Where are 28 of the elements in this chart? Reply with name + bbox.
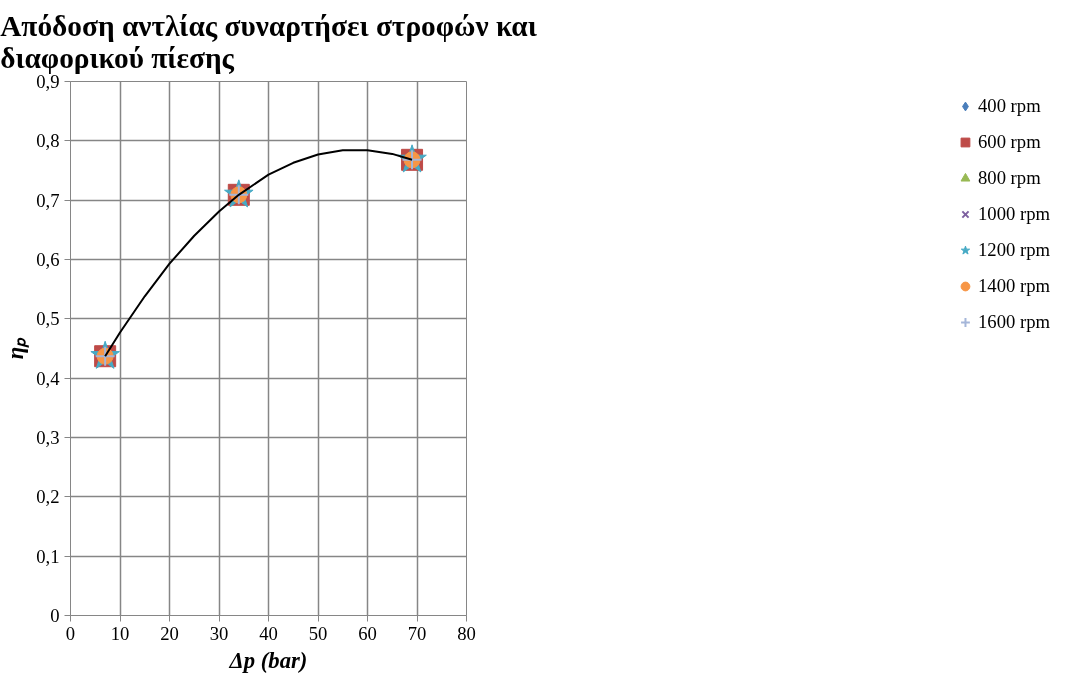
y-tick-label: 0,6 <box>36 249 60 270</box>
legend-label: 400 rpm <box>977 95 1041 117</box>
legend-label: 800 rpm <box>977 167 1041 189</box>
y-axis-title: ηₚ <box>3 336 30 360</box>
x-tick-label: 30 <box>209 622 229 644</box>
y-tick-label: 0 <box>50 605 60 626</box>
x-tick-label: 60 <box>358 622 377 644</box>
y-tick-label: 0,7 <box>36 189 60 211</box>
y-tick-label: 0,3 <box>36 427 60 448</box>
x-tick-label: 70 <box>407 622 427 644</box>
y-tick-label: 0,1 <box>36 545 60 567</box>
x-tick-label: 80 <box>457 622 476 644</box>
x-tick-label: 0 <box>65 622 76 644</box>
x-tick-label: 20 <box>160 622 179 644</box>
x-tick-label: 50 <box>308 622 328 644</box>
y-tick-label: 0,4 <box>36 367 61 389</box>
x-tick-label: 40 <box>259 622 278 644</box>
chart-title: Απόδοση αντλίας συναρτήσει στροφών και διαφορικού πίεσης <box>0 10 537 74</box>
y-tick-label: 0,2 <box>36 486 60 508</box>
legend-label: 1400 rpm <box>977 275 1050 297</box>
legend-label: 1000 rpm <box>977 203 1050 225</box>
y-tick-label: 0,5 <box>36 308 60 330</box>
legend-label: 1200 rpm <box>977 239 1050 261</box>
x-tick-label: 10 <box>110 622 130 644</box>
legend-label: 600 rpm <box>977 131 1041 153</box>
y-tick-label: 0,8 <box>36 130 60 152</box>
legend-label: 1600 rpm <box>977 311 1050 333</box>
x-axis-title: Δp (bar) <box>228 647 308 673</box>
